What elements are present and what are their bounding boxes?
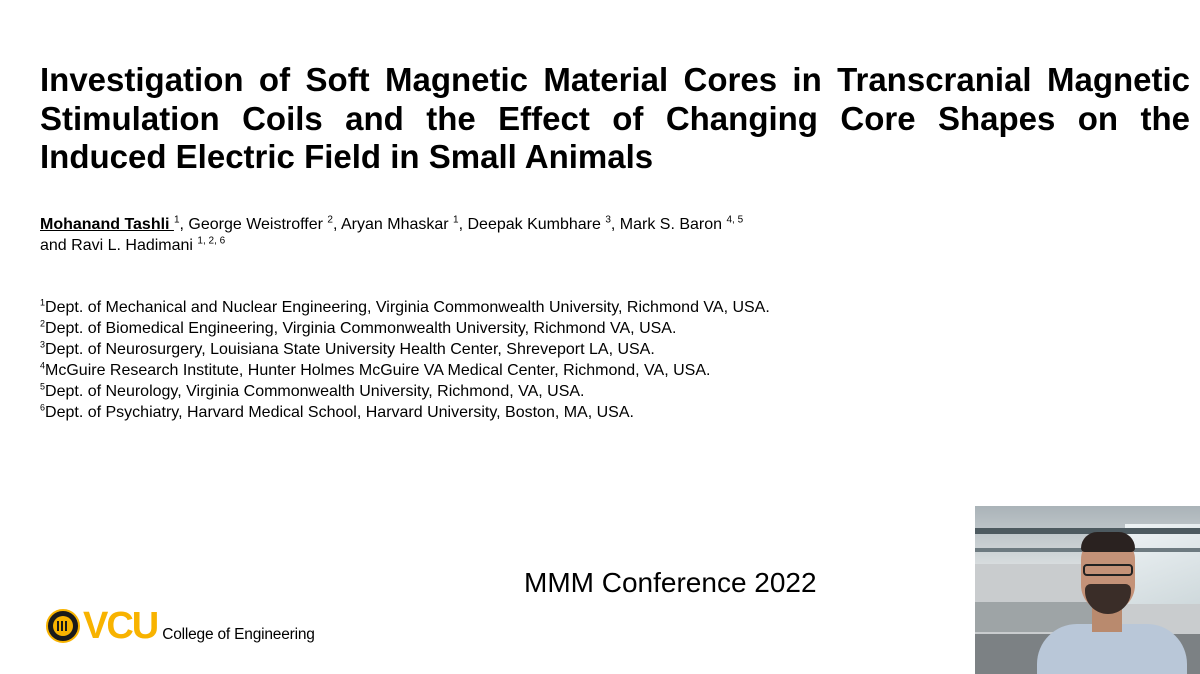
vcu-engineering-logo: VCU College of Engineering: [46, 606, 315, 646]
affiliation-item: 1Dept. of Mechanical and Nuclear Enginee…: [40, 297, 940, 318]
author-affil-sup: 1: [453, 214, 459, 226]
affiliation-list: 1Dept. of Mechanical and Nuclear Enginee…: [40, 297, 940, 423]
affiliation-number: 3: [40, 339, 46, 350]
affiliation-item: 6Dept. of Psychiatry, Harvard Medical Sc…: [40, 402, 940, 423]
affiliation-item: 5Dept. of Neurology, Virginia Commonweal…: [40, 381, 940, 402]
affiliation-text: Dept. of Mechanical and Nuclear Engineer…: [45, 299, 770, 316]
affiliation-text: Dept. of Psychiatry, Harvard Medical Sch…: [45, 404, 634, 421]
affiliation-item: 2Dept. of Biomedical Engineering, Virgin…: [40, 318, 940, 339]
author-affil-sup: 2: [327, 214, 333, 226]
lead-author: Mohanand Tashli: [40, 216, 174, 233]
affiliation-text: Dept. of Neurology, Virginia Commonwealt…: [45, 383, 585, 400]
author-name: , Aryan Mhaskar: [332, 216, 454, 233]
affiliation-text: McGuire Research Institute, Hunter Holme…: [45, 362, 711, 379]
affiliation-number: 6: [40, 402, 46, 413]
vcu-wordmark: VCU: [83, 605, 159, 647]
affiliation-number: 2: [40, 318, 46, 329]
author-affil-sup: 4, 5: [726, 214, 744, 226]
affiliation-number: 4: [40, 360, 46, 371]
author-name: , George Weistroffer: [179, 216, 328, 233]
author-list: Mohanand Tashli 1, George Weistroffer 2,…: [40, 214, 900, 256]
affiliation-item: 4McGuire Research Institute, Hunter Holm…: [40, 360, 940, 381]
author-name: , Mark S. Baron: [610, 216, 727, 233]
affiliation-text: Dept. of Biomedical Engineering, Virgini…: [45, 320, 677, 337]
college-name: College of Engineering: [162, 626, 315, 643]
author-affil-sup: 3: [605, 214, 611, 226]
author-affil-sup: 1, 2, 6: [197, 235, 226, 247]
affiliation-item: 3Dept. of Neurosurgery, Louisiana State …: [40, 339, 940, 360]
affiliation-text: Dept. of Neurosurgery, Louisiana State U…: [45, 341, 655, 358]
author-affil-sup: 1: [173, 214, 180, 226]
affiliation-number: 1: [40, 297, 46, 308]
university-seal-icon: [46, 609, 80, 643]
presenter-video: [975, 506, 1200, 674]
presentation-title: Investigation of Soft Magnetic Material …: [40, 61, 1190, 175]
affiliation-number: 5: [40, 381, 46, 392]
author-name: , Deepak Kumbhare: [458, 216, 606, 233]
conference-label: MMM Conference 2022: [524, 567, 817, 598]
author-name: and Ravi L. Hadimani: [40, 237, 198, 254]
